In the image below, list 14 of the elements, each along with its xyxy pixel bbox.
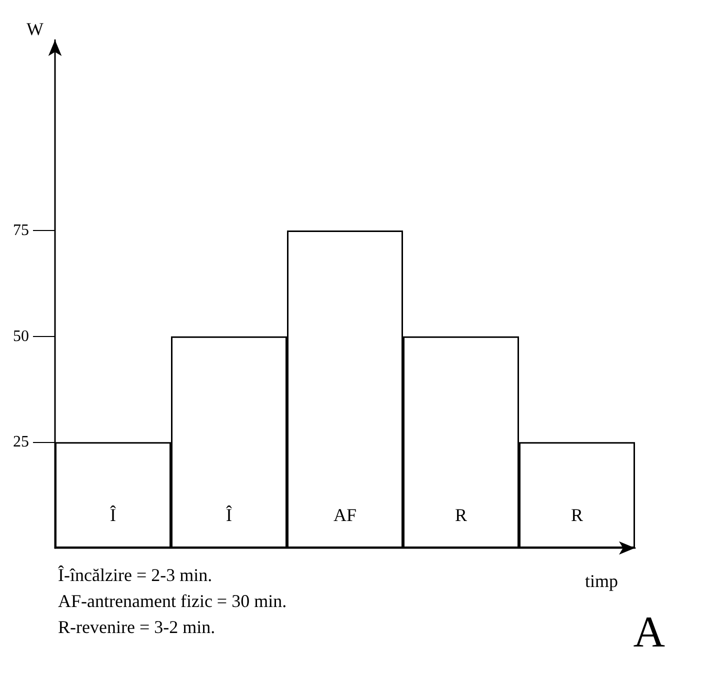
text: A [633, 608, 666, 656]
text: R-revenire = 3-2 min. [58, 617, 216, 637]
text: Î-încălzire = 2-3 min. [58, 565, 212, 585]
y-tick-label: 75 [13, 222, 29, 239]
x-tick-label: R [454, 505, 468, 525]
y-tick-label: 50 [13, 328, 29, 345]
x-tick-label: Î [226, 505, 232, 525]
x-tick-label: AF [333, 505, 357, 525]
x-tick-label: R [570, 505, 584, 525]
text: AF-antrenament fizic = 30 min. [58, 591, 287, 611]
y-axis-title: W [26, 19, 44, 39]
y-tick-label: 25 [13, 434, 29, 451]
x-axis-title: timp [585, 571, 618, 591]
x-tick-label: Î [110, 505, 116, 525]
